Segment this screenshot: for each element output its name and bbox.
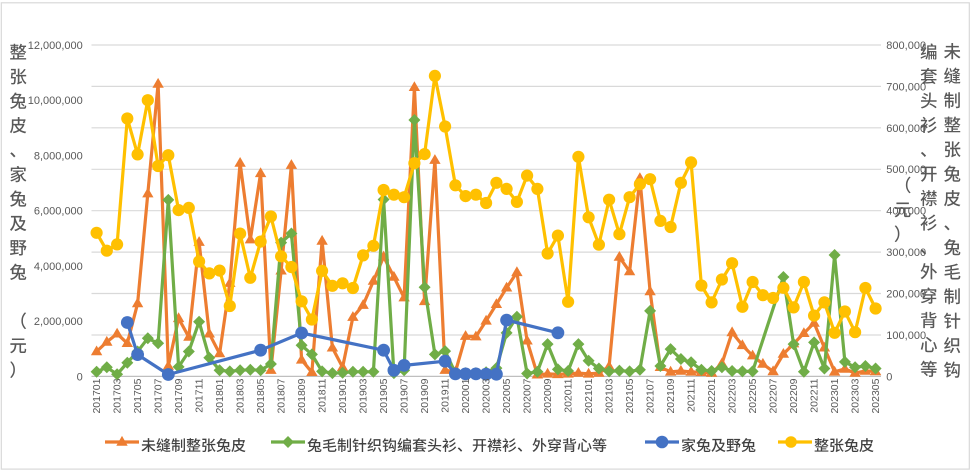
svg-text:201809: 201809 bbox=[296, 378, 308, 413]
svg-text:201805: 201805 bbox=[255, 378, 267, 413]
svg-text:300,000: 300,000 bbox=[886, 247, 926, 259]
svg-text:2,000,000: 2,000,000 bbox=[34, 316, 83, 328]
svg-text:202007: 202007 bbox=[522, 378, 534, 413]
svg-text:6,000,000: 6,000,000 bbox=[34, 206, 83, 218]
svg-text:4,000,000: 4,000,000 bbox=[34, 261, 83, 273]
svg-text:200,000: 200,000 bbox=[886, 288, 926, 300]
svg-text:201801: 201801 bbox=[214, 378, 226, 413]
svg-text:202009: 202009 bbox=[542, 378, 554, 413]
svg-text:202005: 202005 bbox=[501, 378, 513, 413]
svg-text:201705: 201705 bbox=[132, 378, 144, 413]
svg-text:202201: 202201 bbox=[706, 378, 718, 413]
svg-text:800,000: 800,000 bbox=[886, 40, 926, 52]
svg-text:202303: 202303 bbox=[850, 378, 862, 413]
svg-text:201707: 201707 bbox=[153, 378, 165, 413]
svg-text:202205: 202205 bbox=[747, 378, 759, 413]
svg-text:201709: 201709 bbox=[173, 378, 185, 413]
svg-text:202001: 202001 bbox=[460, 378, 472, 413]
svg-text:202101: 202101 bbox=[583, 378, 595, 413]
svg-text:201903: 201903 bbox=[358, 378, 370, 413]
svg-text:201807: 201807 bbox=[276, 378, 288, 413]
svg-text:201911: 201911 bbox=[440, 378, 452, 412]
svg-text:202211: 202211 bbox=[809, 378, 821, 412]
svg-text:202301: 202301 bbox=[829, 378, 841, 413]
svg-text:201907: 201907 bbox=[399, 378, 411, 413]
svg-text:202109: 202109 bbox=[665, 378, 677, 413]
svg-text:201711: 201711 bbox=[194, 378, 206, 412]
svg-text:202203: 202203 bbox=[727, 378, 739, 413]
svg-text:202003: 202003 bbox=[481, 378, 493, 413]
svg-text:201905: 201905 bbox=[378, 378, 390, 413]
svg-text:202305: 202305 bbox=[870, 378, 882, 413]
svg-text:201803: 201803 bbox=[235, 378, 247, 413]
svg-text:201901: 201901 bbox=[337, 378, 349, 413]
svg-text:8,000,000: 8,000,000 bbox=[34, 150, 83, 162]
svg-text:0: 0 bbox=[886, 371, 892, 383]
svg-text:202107: 202107 bbox=[645, 378, 657, 413]
svg-text:0: 0 bbox=[77, 371, 83, 383]
svg-text:202111: 202111 bbox=[686, 378, 698, 412]
svg-text:600,000: 600,000 bbox=[886, 123, 926, 135]
svg-text:100,000: 100,000 bbox=[886, 330, 926, 342]
svg-text:202207: 202207 bbox=[768, 378, 780, 413]
svg-text:201811: 201811 bbox=[317, 378, 329, 412]
svg-text:202105: 202105 bbox=[624, 378, 636, 413]
svg-text:500,000: 500,000 bbox=[886, 164, 926, 176]
svg-text:202103: 202103 bbox=[604, 378, 616, 413]
svg-text:202011: 202011 bbox=[563, 378, 575, 412]
svg-text:201703: 201703 bbox=[112, 378, 124, 413]
svg-text:201909: 201909 bbox=[419, 378, 431, 413]
svg-text:700,000: 700,000 bbox=[886, 81, 926, 93]
svg-text:12,000,000: 12,000,000 bbox=[28, 40, 83, 52]
svg-text:201701: 201701 bbox=[91, 378, 103, 413]
svg-text:10,000,000: 10,000,000 bbox=[28, 95, 83, 107]
svg-text:202209: 202209 bbox=[788, 378, 800, 413]
